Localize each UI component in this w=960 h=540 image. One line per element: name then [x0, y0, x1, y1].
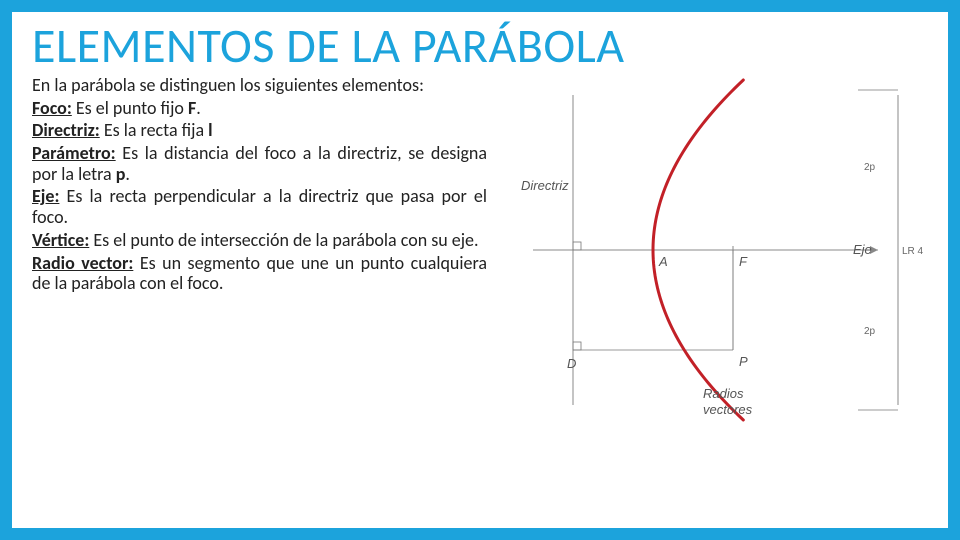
- term-eje: Eje:: [32, 185, 59, 207]
- definitions-column: En la parábola se distinguen los siguien…: [32, 75, 487, 445]
- def-foco: Foco: Es el punto fijo F.: [32, 98, 487, 119]
- def-vertice: Vértice: Es el punto de intersección de …: [32, 230, 487, 251]
- svg-text:2p: 2p: [864, 326, 876, 337]
- svg-text:Eje: Eje: [853, 242, 872, 257]
- svg-text:A: A: [658, 254, 668, 269]
- diagram-column: Directriz Eje A F D P 2p 2p LR 4p Radiosvectores: [487, 75, 928, 445]
- def-eje: Eje: Es la recta perpendicular a la dire…: [32, 186, 487, 227]
- def-parametro: Parámetro: Es la distancia del foco a la…: [32, 143, 487, 184]
- term-foco: Foco:: [32, 97, 72, 119]
- def-directriz: Directriz: Es la recta fija l: [32, 120, 487, 141]
- parabola-diagram: Directriz Eje A F D P 2p 2p LR 4p Radiosvectores: [503, 75, 923, 445]
- svg-text:2p: 2p: [864, 162, 876, 173]
- svg-text:Directriz: Directriz: [521, 178, 569, 193]
- svg-text:vectores: vectores: [703, 402, 753, 417]
- svg-text:Radios: Radios: [703, 386, 744, 401]
- term-parametro: Parámetro:: [32, 142, 116, 164]
- svg-text:LR 4p: LR 4p: [902, 246, 923, 257]
- term-vertice: Vértice:: [32, 229, 89, 251]
- svg-text:F: F: [739, 254, 748, 269]
- term-directriz: Directriz:: [32, 119, 100, 141]
- term-radio: Radio vector:: [32, 252, 133, 274]
- slide-title: ELEMENTOS DE LA PARÁBOLA: [12, 12, 948, 75]
- svg-text:P: P: [739, 354, 748, 369]
- svg-text:D: D: [567, 356, 576, 371]
- def-radio: Radio vector: Es un segmento que une un …: [32, 253, 487, 294]
- intro-text: En la parábola se distinguen los siguien…: [32, 75, 487, 96]
